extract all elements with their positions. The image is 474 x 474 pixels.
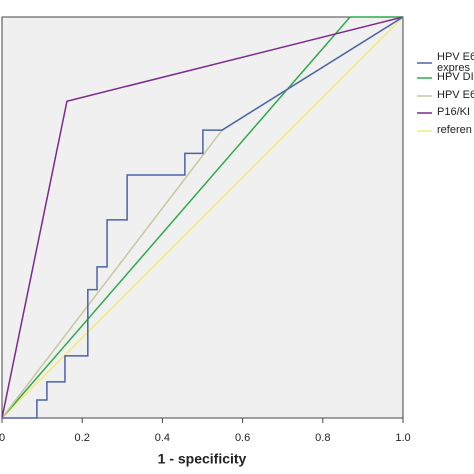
legend-label: referen	[437, 124, 472, 136]
roc-line	[1, 16, 403, 419]
x-tick-label: 0	[0, 432, 5, 444]
legend-label: P16/KI	[437, 106, 471, 118]
x-tick-label: 0.4	[155, 432, 170, 444]
roc-line	[1, 16, 404, 419]
roc-line	[2, 16, 404, 419]
legend-label: HPV E6 expres	[437, 51, 474, 74]
legend-label: HPV DI	[437, 71, 474, 83]
x-tick-label: 0.6	[235, 432, 250, 444]
legend-label: HPV E6	[437, 89, 474, 101]
x-tick-label: 0.2	[75, 432, 90, 444]
roc-line	[1, 16, 404, 419]
x-tick-label: 0.8	[315, 432, 330, 444]
x-axis-label: 1 - specificity	[158, 451, 247, 467]
x-tick-label: 1.0	[395, 432, 410, 444]
